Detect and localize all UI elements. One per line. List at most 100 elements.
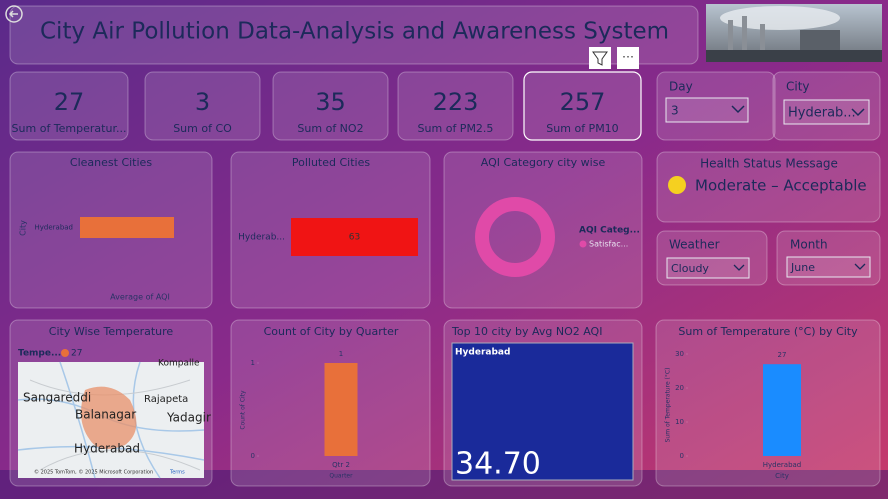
x-tick-label: Hyderabad: [763, 461, 802, 469]
map-terms[interactable]: Terms: [169, 470, 185, 476]
visual-title: Cleanest Cities: [70, 156, 152, 169]
chevron: [854, 263, 866, 270]
tile-value: 34.70: [455, 447, 541, 482]
bar: [291, 218, 418, 256]
page-title: City Air Pollution Data-Analysis and Awa…: [40, 19, 669, 45]
bar: [324, 363, 358, 456]
map-place: Rajapeta: [144, 394, 188, 405]
legend-title: AQI Categ...: [579, 226, 640, 236]
dropdown-value: June: [790, 261, 815, 274]
health-title: Health Status Message: [700, 157, 838, 171]
map-place: Sangareddi: [23, 391, 91, 405]
header-panel: [9, 5, 699, 65]
kpi-label: Sum of NO2: [297, 122, 363, 135]
kpi-value: 257: [560, 88, 606, 116]
more-options[interactable]: [617, 47, 639, 69]
dropdown-value: Hyderab...: [788, 106, 856, 121]
back-button[interactable]: [5, 5, 23, 23]
visual-title: AQI Category city wise: [481, 156, 606, 169]
slicer-panel: [776, 230, 881, 286]
kpi-card: [523, 71, 642, 141]
header-image: [706, 4, 882, 62]
slicer-label: Day: [669, 80, 693, 94]
health-panel: [656, 151, 881, 223]
dropdown-value: 3: [671, 104, 679, 118]
column-chart: 0 1 1 Qtr 2: [251, 350, 358, 469]
data-label: 1: [339, 350, 343, 358]
visual-title: Polluted Cities: [292, 156, 370, 169]
kpi-value: 35: [315, 88, 346, 116]
data-label: 27: [778, 351, 787, 359]
kpi-value: 223: [433, 88, 479, 116]
treemap: Hyderabad 34.70: [451, 342, 634, 482]
visual-title: Count of City by Quarter: [264, 325, 399, 338]
kpi-card: [9, 71, 129, 141]
filter-glyph: [592, 51, 608, 66]
y-tick-label: 20: [675, 384, 684, 392]
visual-title: Top 10 city by Avg NO2 AQI: [451, 325, 602, 338]
axis-title: Average of AQI: [110, 293, 170, 302]
legend-title: Tempe...: [18, 349, 61, 359]
kpi-label: Sum of PM2.5: [418, 122, 494, 135]
dropdown-value: Cloudy: [671, 262, 709, 275]
kpi-card: [397, 71, 514, 141]
slicer-label: Month: [790, 238, 828, 252]
legend-swatch: [61, 349, 69, 357]
map-attribution: © 2025 TomTom, © 2025 Microsoft Corporat…: [34, 469, 153, 476]
legend-swatch: [579, 240, 587, 248]
kpi-label: Sum of Temperatur...: [12, 122, 127, 135]
x-tick-label: Qtr 2: [332, 461, 350, 469]
tile-label: Hyderabad: [455, 348, 510, 358]
donut-slice: [475, 197, 555, 277]
bar-chart: Hyderabad: [35, 217, 174, 238]
kpi-card: [144, 71, 261, 141]
slicer-label: Weather: [669, 238, 720, 252]
axis-title: Quarter: [329, 473, 353, 480]
dropdown[interactable]: [665, 97, 749, 123]
chevron: [851, 108, 865, 117]
column-chart: 0 10 20 30 27 Hyderabad: [675, 350, 801, 469]
kpi-value: 27: [54, 88, 85, 116]
kpi-card: [272, 71, 389, 141]
chevron: [731, 105, 745, 114]
bar: [763, 364, 801, 456]
donut-chart: Satisfac...: [475, 197, 628, 277]
map-place: Kompalle: [158, 359, 200, 369]
y-tick-label: 30: [675, 350, 684, 358]
y-tick-label: 1: [251, 359, 255, 367]
axis-title: City: [19, 220, 28, 236]
status-dot: [668, 176, 686, 194]
axis-title: Count of City: [240, 390, 247, 430]
kpi-label: Sum of PM10: [546, 122, 618, 135]
bar-chart: Hyderab... 63: [238, 218, 418, 256]
y-tick-label: 0: [251, 452, 255, 460]
kpi-row: 27 Sum of Temperatur... 3 Sum of CO 35 Sum of…: [9, 71, 642, 141]
map-place: Balanagar: [75, 408, 136, 422]
kpi-value: 3: [195, 88, 210, 116]
bar: [80, 217, 174, 238]
data-label: 63: [349, 233, 360, 243]
health-message: Moderate – Acceptable: [695, 177, 867, 195]
legend-item: 27: [71, 349, 82, 359]
dropdown[interactable]: [666, 257, 750, 279]
filter-icon[interactable]: [589, 47, 611, 69]
category-label: Hyderabad: [35, 224, 74, 232]
treemap-tile[interactable]: [451, 342, 634, 481]
more-glyph: ⋯: [622, 50, 634, 64]
kpi-label: Sum of CO: [173, 122, 232, 135]
y-tick-label: 10: [675, 418, 684, 426]
chevron: [733, 264, 745, 271]
dropdown[interactable]: [786, 256, 871, 278]
back-arrow: [8, 10, 18, 18]
legend-item: Satisfac...: [589, 240, 628, 249]
map[interactable]: [17, 361, 205, 479]
axis-title: Sum of Temperature (°C): [665, 368, 672, 443]
axis-title: City: [775, 472, 789, 480]
visual-title: Sum of Temperature (°C) by City: [678, 325, 858, 338]
y-tick-label: 0: [680, 452, 684, 460]
slicer-label: City: [786, 80, 810, 94]
category-label: Hyderab...: [238, 233, 285, 243]
slicer-panel: [656, 71, 776, 141]
visual-title: City Wise Temperature: [49, 325, 174, 338]
